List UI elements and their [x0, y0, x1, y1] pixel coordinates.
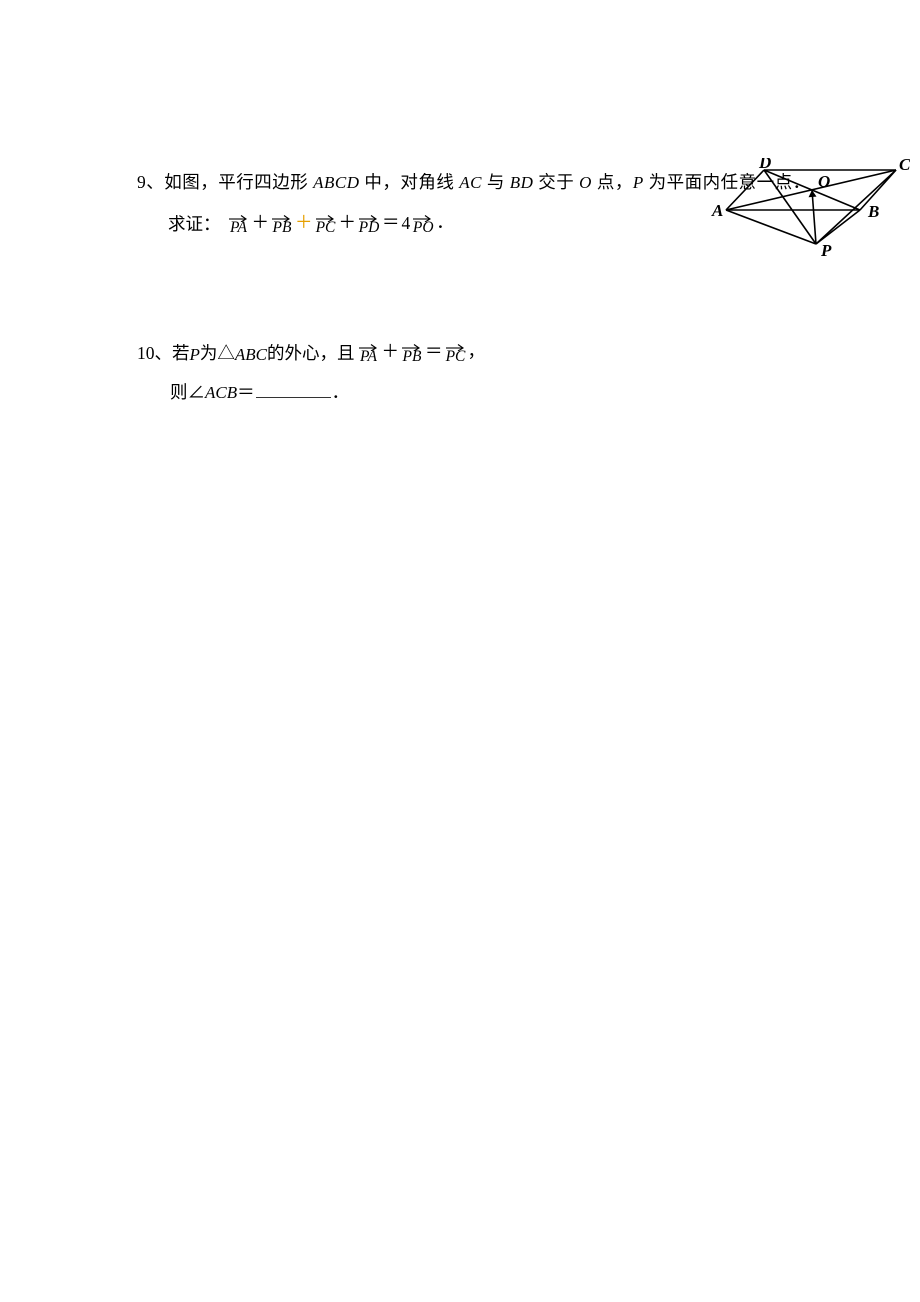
problem-10-line1: 10、若 P 为△ABC 的外心，且 PA ＋ PB ＝ PC ，: [137, 338, 820, 365]
problem-9: 9、如图，平行四边形 ABCD 中，对角线 AC 与 BD 交于 O 点，P 为…: [137, 170, 820, 236]
page: 9、如图，平行四边形 ABCD 中，对角线 AC 与 BD 交于 O 点，P 为…: [0, 0, 920, 1302]
period: ．: [332, 382, 350, 402]
vector-label: PC: [316, 220, 336, 236]
equals-sign: ＝: [381, 209, 401, 236]
problem-10-line2: 则∠ACB＝ ．: [137, 379, 820, 404]
var-acb: ACB: [205, 383, 237, 402]
vector-label: PD: [359, 220, 380, 236]
parallelogram-diagram: A B C D O P: [710, 158, 910, 258]
svg-text:D: D: [758, 158, 771, 172]
svg-text:A: A: [711, 201, 723, 220]
var-p: P: [633, 173, 644, 192]
equals-sign: ＝: [237, 382, 255, 402]
problem-number-10: 10、: [137, 340, 172, 365]
text: 与: [482, 172, 510, 192]
var-abc: ABC: [235, 345, 267, 365]
equals-sign: ＝: [424, 338, 444, 365]
vector-pa: PA: [358, 343, 380, 365]
text: 若: [172, 340, 190, 365]
vector-label: PA: [360, 349, 377, 365]
svg-text:P: P: [820, 241, 832, 258]
vector-po: PO: [412, 214, 434, 236]
text: 交于: [533, 172, 579, 192]
vector-pc: PC: [315, 214, 337, 236]
text: 点，: [592, 172, 633, 192]
var-o: O: [579, 173, 592, 192]
problem-number-9: 9、: [137, 172, 164, 192]
svg-text:O: O: [818, 172, 830, 191]
vector-label: PO: [413, 220, 434, 236]
fill-in-blank[interactable]: [256, 383, 331, 398]
vector-pa: PA: [228, 214, 250, 236]
plus-sign: ＋: [251, 209, 271, 236]
text: ＋: [295, 212, 313, 232]
text: 中，对角线: [360, 172, 460, 192]
problem-10: 10、若 P 为△ABC 的外心，且 PA ＋ PB ＝ PC ， 则∠ACB＝…: [137, 338, 820, 404]
period: ．: [435, 209, 455, 236]
plus-sign-dotted: ＋: [294, 209, 314, 236]
var-ac: AC: [459, 173, 482, 192]
text: 的外心，且: [267, 340, 355, 365]
vector-pc: PC: [445, 343, 467, 365]
vector-pd: PD: [358, 214, 380, 236]
proof-label: 求证：: [168, 211, 221, 236]
comma: ，: [468, 338, 486, 365]
svg-text:B: B: [867, 202, 879, 221]
text: 如图，平行四边形: [164, 172, 313, 192]
var-bd: BD: [510, 173, 534, 192]
vector-label: PC: [446, 349, 466, 365]
var-abcd: ABCD: [313, 173, 359, 192]
vector-label: PB: [273, 220, 292, 236]
vector-pb: PB: [401, 343, 423, 365]
number-4: 4: [401, 213, 412, 236]
problem-9-figure: A B C D O P: [710, 158, 910, 263]
text: 为△: [200, 340, 235, 365]
vector-label: PB: [403, 349, 422, 365]
svg-text:C: C: [899, 158, 910, 174]
var-p: P: [190, 345, 200, 365]
text: 则∠: [170, 382, 205, 402]
vector-pb: PB: [271, 214, 293, 236]
plus-sign: ＋: [381, 338, 401, 365]
vector-label: PA: [230, 220, 247, 236]
plus-sign: ＋: [338, 209, 358, 236]
